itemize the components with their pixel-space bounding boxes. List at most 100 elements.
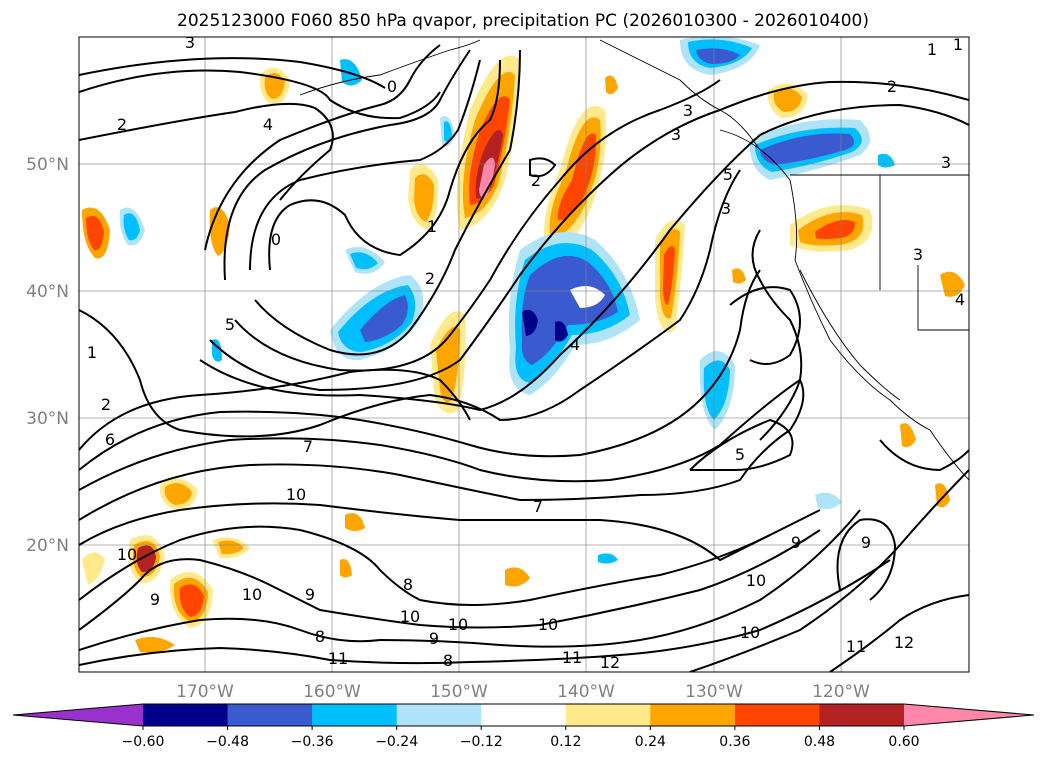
contour-label: 7 [303,437,313,456]
contour-label: 12 [894,633,914,652]
positive-precip-blob [790,205,873,252]
contour-label: 1 [953,35,963,54]
contour-label: 3 [941,153,951,172]
contour-label: 4 [955,290,965,309]
positive-precip-blob [430,311,466,414]
contour-label: 4 [570,335,580,354]
contour-label: 2 [101,395,111,414]
colorbar-segment [734,704,820,726]
contour-label: 3 [721,199,731,218]
lon-tick-label: 160°W [303,682,361,702]
negative-precip-blob [699,351,735,430]
colorbar-segment [396,704,482,726]
contour-label: 5 [723,165,733,184]
lat-tick-label: 40°N [26,282,69,302]
lon-tick-label: 150°W [430,682,488,702]
negative-precip-blob [749,119,870,180]
positive-precip-blob [82,75,965,587]
colorbar-tick-label: 0.36 [719,734,750,750]
contour-label: 6 [105,430,115,449]
contour-label: 2 [117,115,127,134]
colorbar-extend-high [904,704,1034,726]
colorbar-segment [143,704,229,726]
colorbar-segment [819,704,905,726]
positive-precip-blob [169,572,213,628]
chart-title: 2025123000 F060 850 hPa qvapor, precipit… [177,11,869,31]
contour-label: 9 [305,585,315,604]
contour-label: 2 [531,171,541,190]
lat-tick-labels: 20°N 30°N 40°N 50°N [26,155,69,556]
positive-precip-blob [212,537,250,559]
contour-label: 3 [913,245,923,264]
negative-precip-blob [508,232,640,395]
contour-label: 8 [315,627,325,646]
contour-label: 12 [600,653,620,672]
qvapor-contours [79,44,969,672]
colorbar-tick-label: 0.60 [888,734,919,750]
positive-precip-blob [82,207,110,259]
contour-label: 5 [225,315,235,334]
colorbar: −0.60 −0.48 −0.36 −0.24 −0.12 0.12 0.24 0.36 0.4… [12,703,1035,750]
contour-label: 0 [387,77,397,96]
positive-precip-blob [159,478,198,510]
lon-tick-label: 130°W [685,682,743,702]
lon-tick-label: 120°W [812,682,870,702]
colorbar-segment [312,704,398,726]
colorbar-segment [227,704,313,726]
colorbar-tick-label: −0.12 [460,734,503,750]
contour-label: 11 [846,637,866,656]
precip-shading [82,37,965,653]
contour-label: 11 [328,649,348,668]
contour-label: 10 [242,585,262,604]
negative-precip-blob [680,37,760,75]
contour-label: 10 [746,571,766,590]
contour-label: 0 [271,230,281,249]
lat-tick-label: 20°N [26,536,69,556]
contour-label: 8 [403,575,413,594]
lon-tick-labels: 170°W 160°W 150°W 140°W 130°W 120°W [176,682,870,702]
contour-label: 3 [683,101,693,120]
contour-label: 3 [671,125,681,144]
contour-label: 10 [740,623,760,642]
colorbar-tick-label: 0.48 [804,734,835,750]
contour-label: 10 [286,485,306,504]
positive-precip-blob [655,220,685,332]
map-panel: 3 2 4 0 1 2 3 1 2 3 3 0 1 2 5 4 3 5 1 2 … [78,33,970,673]
colorbar-tick-label: 0.12 [550,734,581,750]
colorbar-tick-label: −0.36 [291,734,334,750]
contour-label: 11 [562,648,582,667]
positive-precip-blob [408,164,439,230]
contour-label: 2 [425,269,435,288]
positive-precip-blob [544,106,606,247]
colorbar-extend-low [13,704,143,726]
contour-label: 10 [448,615,468,634]
lat-tick-label: 50°N [26,155,69,175]
contour-label: 5 [735,445,745,464]
lat-tick-label: 30°N [26,409,69,429]
lon-tick-label: 170°W [176,682,234,702]
colorbar-tick-label: −0.24 [375,734,418,750]
contour-labels: 3 2 4 0 1 2 3 1 2 3 3 0 1 2 5 4 3 5 1 2 … [87,33,965,672]
lon-tick-label: 140°W [557,682,615,702]
positive-precip-blob [135,636,175,653]
contour-label: 9 [791,533,801,552]
colorbar-segment [481,704,567,726]
contour-label: 9 [861,533,871,552]
contour-label: 1 [87,343,97,362]
colorbar-segment [650,704,736,726]
coastlines [299,39,969,481]
colorbar-tick-label: −0.48 [206,734,249,750]
contour-label: 10 [400,607,420,626]
contour-label: 1 [427,217,437,236]
positive-precip-blob [128,535,165,584]
contour-label: 7 [533,497,543,516]
contour-label: 10 [117,545,137,564]
positive-precip-blob [767,83,808,118]
contour-label: 8 [443,651,453,670]
colorbar-segment [565,704,651,726]
map-frame [78,36,970,673]
contour-label: 9 [429,629,439,648]
contour-label: 1 [927,40,937,59]
contour-label: 3 [185,33,195,52]
